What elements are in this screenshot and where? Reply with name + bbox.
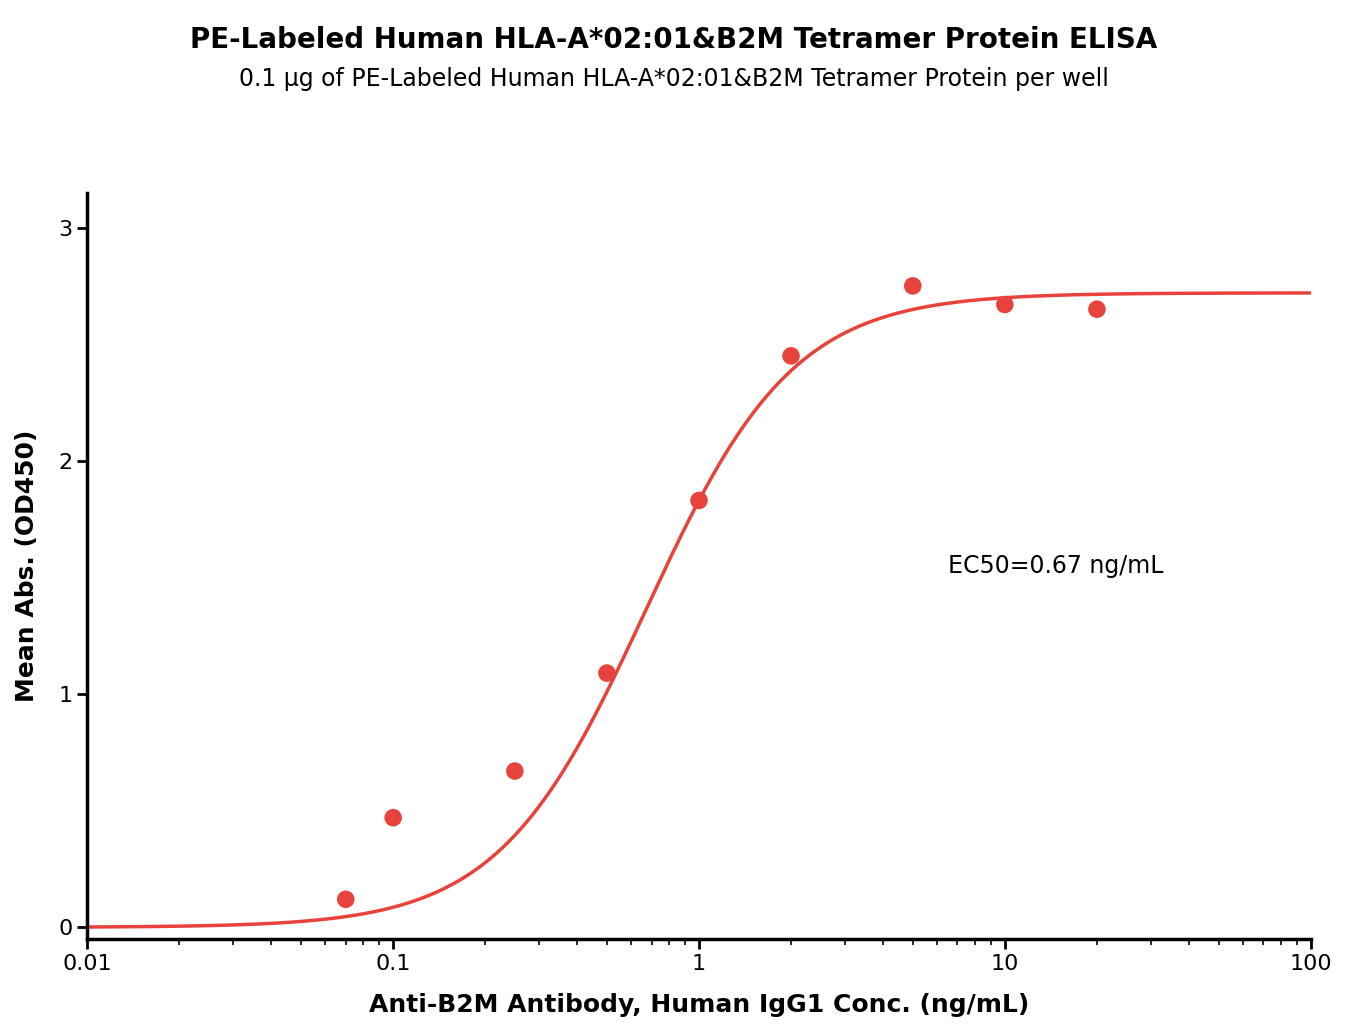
Point — [1086, 301, 1107, 318]
Point — [383, 809, 404, 826]
Point — [504, 763, 525, 779]
Point — [994, 296, 1016, 313]
Y-axis label: Mean Abs. (OD450): Mean Abs. (OD450) — [15, 429, 39, 702]
Point — [688, 492, 710, 509]
Text: EC50=0.67 ng/mL: EC50=0.67 ng/mL — [947, 554, 1162, 578]
Point — [902, 278, 924, 294]
X-axis label: Anti-B2M Antibody, Human IgG1 Conc. (ng/mL): Anti-B2M Antibody, Human IgG1 Conc. (ng/… — [369, 993, 1029, 1017]
Point — [597, 665, 618, 681]
Point — [780, 348, 801, 364]
Point — [335, 891, 357, 907]
Text: 0.1 μg of PE-Labeled Human HLA-A*02:01&B2M Tetramer Protein per well: 0.1 μg of PE-Labeled Human HLA-A*02:01&B… — [238, 67, 1109, 91]
Text: PE-Labeled Human HLA-A*02:01&B2M Tetramer Protein ELISA: PE-Labeled Human HLA-A*02:01&B2M Tetrame… — [190, 26, 1157, 54]
